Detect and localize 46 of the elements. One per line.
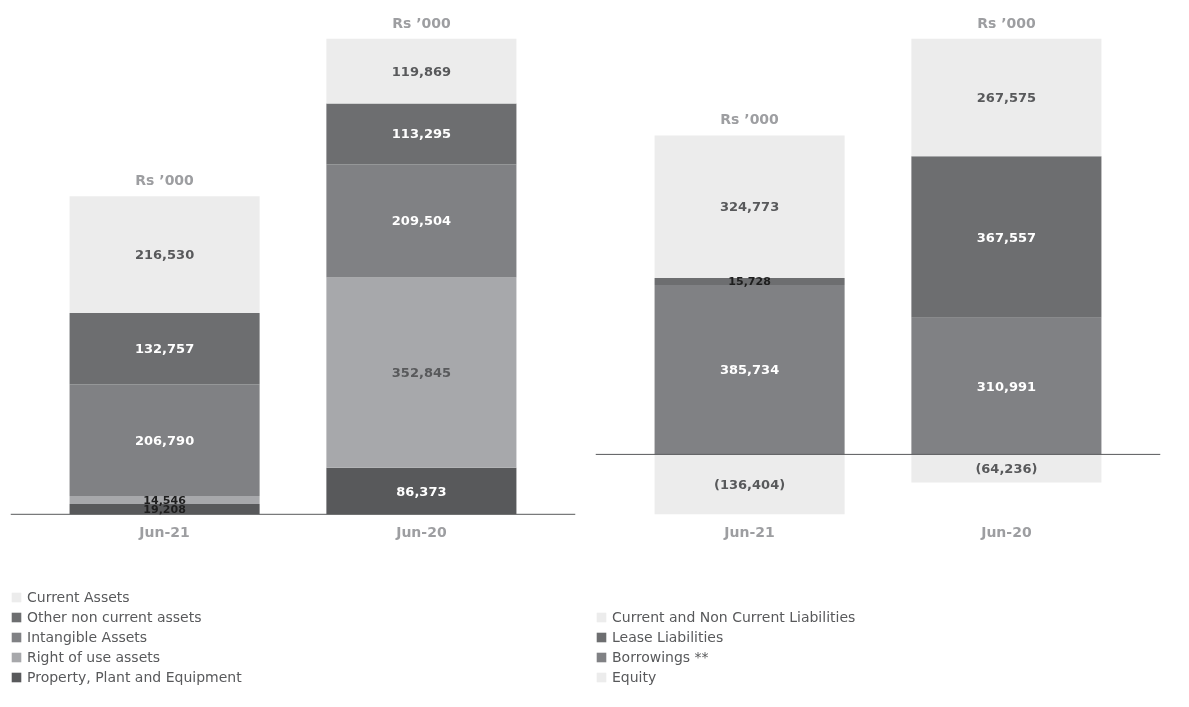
x-tick-label: Jun-20 <box>395 524 447 541</box>
data-label: 216,530 <box>134 247 195 263</box>
bar <box>326 164 517 278</box>
bar <box>911 156 1102 318</box>
bar <box>911 454 1102 483</box>
legend-label: Lease Liabilities <box>612 629 724 645</box>
annotation: Rs ’000 <box>720 111 780 128</box>
data-label: 15,728 <box>728 275 771 289</box>
text: Rs ’000 <box>392 14 451 31</box>
data-label: 209,504 <box>391 213 452 229</box>
bar <box>654 135 845 279</box>
data-label: 324,773 <box>719 199 780 215</box>
bar <box>911 38 1102 157</box>
bar <box>326 103 517 165</box>
bar <box>326 38 517 104</box>
bar <box>654 454 845 515</box>
data-label: 367,557 <box>976 229 1037 245</box>
data-label: 119,869 <box>391 63 452 79</box>
data-label: 352,845 <box>391 365 452 381</box>
legend-label: Borrowings ** <box>612 649 709 665</box>
x-tick-label: Jun-21 <box>138 524 190 541</box>
data-label: 86,373 <box>396 483 447 499</box>
legend-label: Right of use assets <box>27 649 161 665</box>
bar <box>69 384 260 497</box>
x-tick-label: Jun-21 <box>723 524 775 541</box>
annotation: Rs ’000 <box>135 172 195 189</box>
data-label: (136,404) <box>714 476 786 492</box>
legend-label: Intangible Assets <box>27 629 148 645</box>
legend-label: Property, Plant and Equipment <box>27 669 242 685</box>
data-label: 132,757 <box>134 341 195 357</box>
data-label: 385,734 <box>719 362 780 378</box>
legend-label: Current and Non Current Liabilities <box>612 609 856 625</box>
data-label: 267,575 <box>976 90 1037 106</box>
data-label: (64,236) <box>975 461 1038 476</box>
data-label: 206,790 <box>134 432 195 448</box>
bar <box>69 313 260 385</box>
data-label: 310,991 <box>976 378 1037 394</box>
legend-label: Equity <box>612 669 657 685</box>
bar <box>911 317 1102 455</box>
data-label: 113,295 <box>391 126 452 142</box>
legend-label: Other non current assets <box>27 609 202 625</box>
bar <box>326 277 517 468</box>
legend-label: Current Assets <box>27 589 130 605</box>
text: Rs ’000 <box>977 14 1036 31</box>
bar <box>69 196 260 314</box>
x-tick-label: Jun-20 <box>980 524 1032 541</box>
